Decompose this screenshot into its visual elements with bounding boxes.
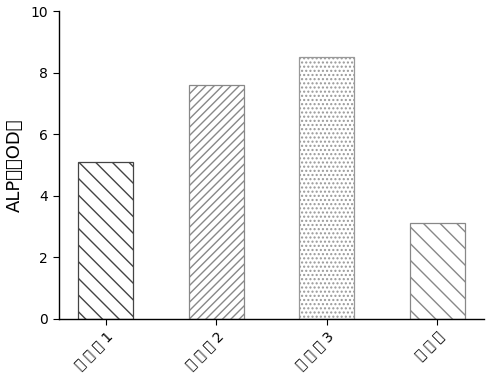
Y-axis label: ALP値（OD）: ALP値（OD） <box>5 118 24 212</box>
Bar <box>78 162 133 319</box>
Bar <box>299 57 354 319</box>
Bar <box>410 223 465 319</box>
Bar <box>189 85 244 319</box>
